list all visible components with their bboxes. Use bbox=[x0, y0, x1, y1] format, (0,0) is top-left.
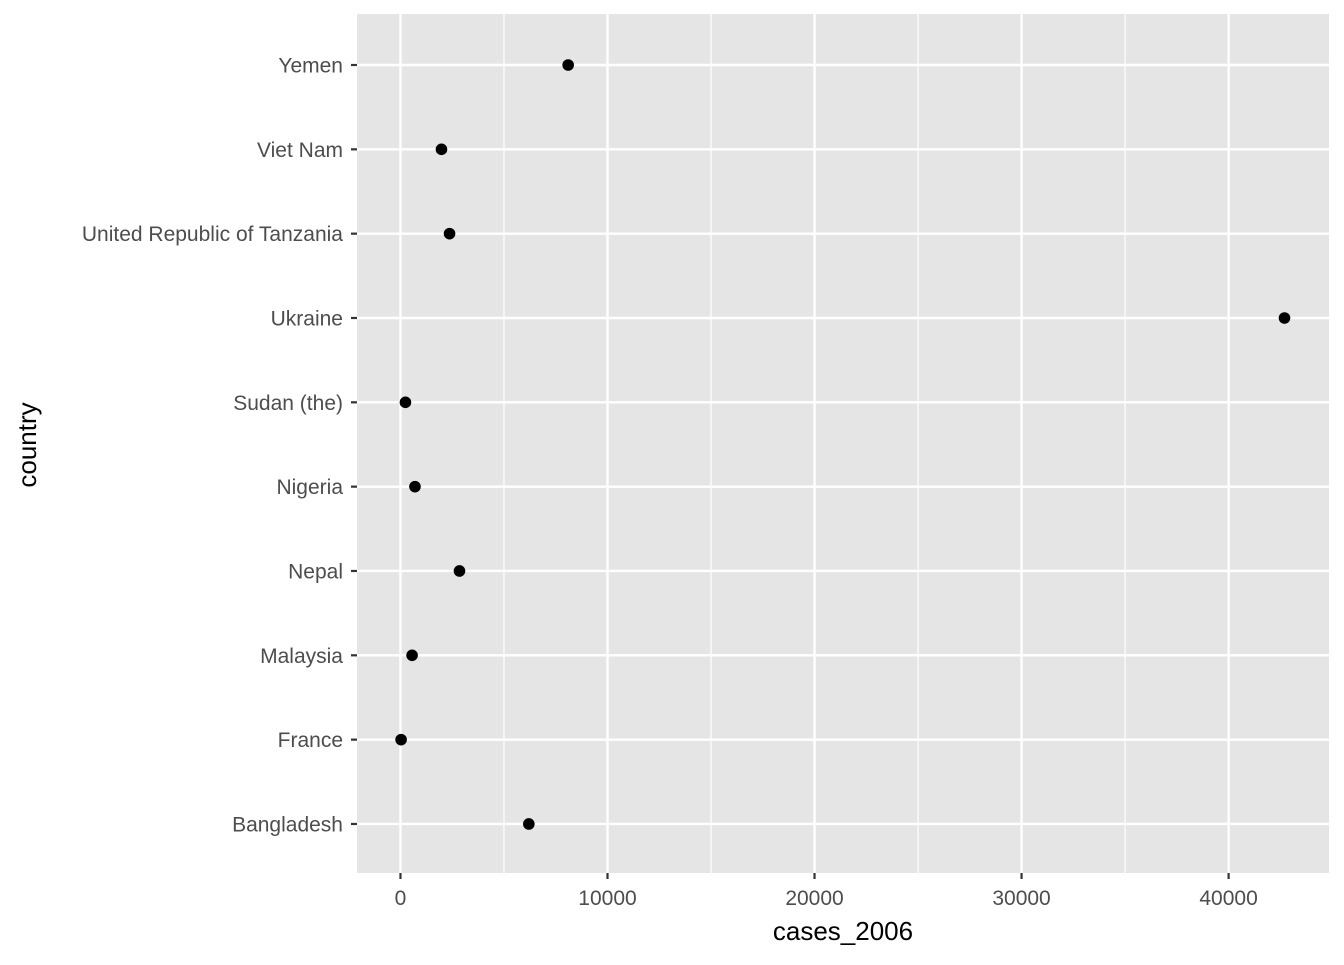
x-tick-label: 40000 bbox=[1199, 887, 1257, 910]
y-axis-title: country bbox=[12, 402, 42, 487]
y-tick-label: Ukraine bbox=[271, 307, 343, 330]
y-tick-label: Bangladesh bbox=[232, 813, 343, 836]
plot-panel bbox=[357, 14, 1329, 873]
data-point bbox=[399, 396, 412, 409]
data-point bbox=[395, 733, 407, 746]
y-axis-tick-labels: Bangladesh France Malaysia Nepal Nigeria Suda… bbox=[82, 55, 343, 837]
x-tick-label: 20000 bbox=[785, 887, 843, 910]
y-tick-label: Yemen bbox=[278, 55, 343, 78]
x-tick-label: 10000 bbox=[578, 887, 636, 910]
x-tick-label: 30000 bbox=[992, 887, 1050, 910]
data-point bbox=[406, 649, 418, 662]
y-tick-label: Nigeria bbox=[276, 476, 343, 499]
y-axis-ticks bbox=[351, 63, 357, 826]
data-point bbox=[523, 818, 535, 830]
x-axis-title: cases_2006 bbox=[773, 916, 913, 946]
y-tick-label: Sudan (the) bbox=[233, 392, 343, 415]
data-point bbox=[453, 565, 466, 577]
y-tick-label: Malaysia bbox=[260, 645, 343, 668]
y-tick-label: Nepal bbox=[288, 560, 343, 583]
x-tick-label: 0 bbox=[395, 887, 407, 910]
y-tick-label: Viet Nam bbox=[257, 139, 343, 162]
data-point bbox=[435, 143, 448, 156]
major-grid bbox=[357, 14, 1329, 873]
data-point bbox=[562, 59, 574, 71]
data-point bbox=[1278, 312, 1291, 324]
data-point bbox=[409, 480, 421, 493]
y-tick-label: United Republic of Tanzania bbox=[82, 223, 343, 246]
y-tick-label: France bbox=[278, 729, 343, 752]
data-points bbox=[395, 59, 1291, 830]
minor-grid bbox=[503, 14, 1126, 873]
x-axis-tick-labels: 0 10000 20000 30000 40000 bbox=[395, 887, 1258, 910]
data-point bbox=[443, 227, 456, 240]
x-axis-ticks bbox=[399, 873, 1230, 879]
